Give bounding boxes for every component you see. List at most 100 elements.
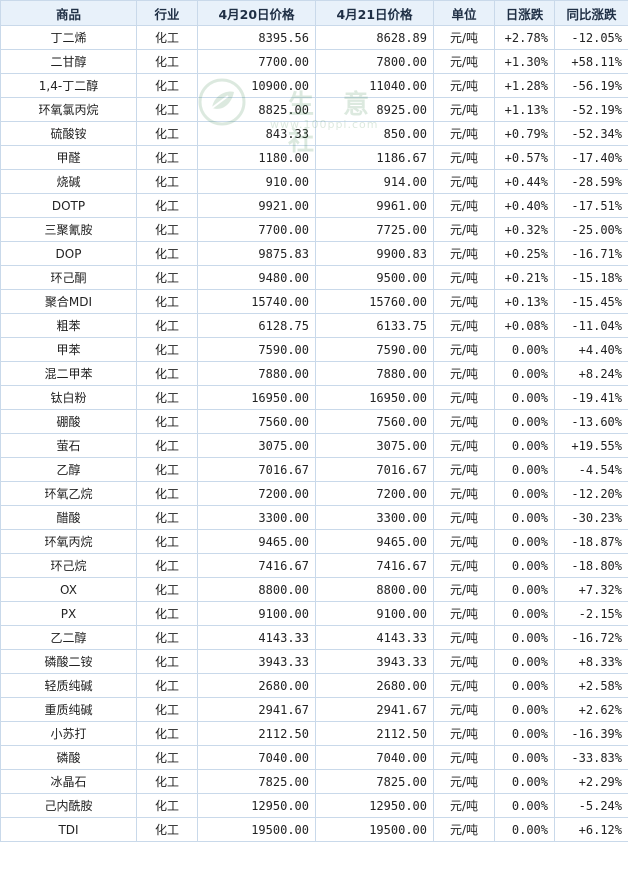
price-table-container: 商品 行业 4月20日价格 4月21日价格 单位 日涨跌 同比涨跌 丁二烯 化工 8… (0, 0, 628, 842)
commodity-name[interactable]: 二甘醇 (0, 49, 137, 74)
header-yoy-change: 同比涨跌 (554, 0, 628, 26)
commodity-name[interactable]: 己内酰胺 (0, 793, 137, 818)
unit-cell: 元/吨 (433, 265, 495, 290)
yoy-change-cell: -16.71% (554, 241, 628, 266)
table-row: 三聚氰胺 化工 7700.00 7725.00 元/吨 +0.32% -25.00% (0, 217, 628, 242)
commodity-name[interactable]: 硼酸 (0, 409, 137, 434)
price-apr20-cell: 7200.00 (197, 481, 316, 506)
yoy-change-cell: -18.87% (554, 529, 628, 554)
price-apr20-cell: 16950.00 (197, 385, 316, 410)
commodity-name[interactable]: 重质纯碱 (0, 697, 137, 722)
price-apr21-cell: 7416.67 (315, 553, 434, 578)
unit-cell: 元/吨 (433, 385, 495, 410)
header-daily-change: 日涨跌 (494, 0, 555, 26)
daily-change-cell: 0.00% (494, 817, 555, 842)
industry-cell: 化工 (136, 793, 198, 818)
commodity-name[interactable]: 环己酮 (0, 265, 137, 290)
yoy-change-cell: -2.15% (554, 601, 628, 626)
commodity-name[interactable]: 醋酸 (0, 505, 137, 530)
commodity-name[interactable]: DOTP (0, 193, 137, 218)
yoy-change-cell: -25.00% (554, 217, 628, 242)
industry-cell: 化工 (136, 241, 198, 266)
price-apr21-cell: 2112.50 (315, 721, 434, 746)
yoy-change-cell: +7.32% (554, 577, 628, 602)
price-apr21-cell: 7200.00 (315, 481, 434, 506)
commodity-name[interactable]: 钛白粉 (0, 385, 137, 410)
commodity-name[interactable]: 环己烷 (0, 553, 137, 578)
unit-cell: 元/吨 (433, 457, 495, 482)
yoy-change-cell: -17.51% (554, 193, 628, 218)
commodity-name[interactable]: 1,4-丁二醇 (0, 73, 137, 98)
unit-cell: 元/吨 (433, 145, 495, 170)
price-apr20-cell: 19500.00 (197, 817, 316, 842)
daily-change-cell: +1.30% (494, 49, 555, 74)
price-apr20-cell: 9465.00 (197, 529, 316, 554)
commodity-name[interactable]: 聚合MDI (0, 289, 137, 314)
table-header-row: 商品 行业 4月20日价格 4月21日价格 单位 日涨跌 同比涨跌 (0, 0, 628, 26)
price-apr21-cell: 2680.00 (315, 673, 434, 698)
commodity-name[interactable]: 甲醛 (0, 145, 137, 170)
commodity-name[interactable]: 硫酸铵 (0, 121, 137, 146)
industry-cell: 化工 (136, 721, 198, 746)
commodity-name[interactable]: 环氧氯丙烷 (0, 97, 137, 122)
price-apr21-cell: 15760.00 (315, 289, 434, 314)
commodity-name[interactable]: 粗苯 (0, 313, 137, 338)
table-row: DOTP 化工 9921.00 9961.00 元/吨 +0.40% -17.51% (0, 193, 628, 218)
commodity-name[interactable]: DOP (0, 241, 137, 266)
price-apr20-cell: 9921.00 (197, 193, 316, 218)
commodity-name[interactable]: 环氧乙烷 (0, 481, 137, 506)
price-apr20-cell: 8395.56 (197, 25, 316, 50)
yoy-change-cell: -11.04% (554, 313, 628, 338)
commodity-name[interactable]: 萤石 (0, 433, 137, 458)
unit-cell: 元/吨 (433, 361, 495, 386)
daily-change-cell: 0.00% (494, 577, 555, 602)
commodity-name[interactable]: TDI (0, 817, 137, 842)
commodity-name[interactable]: 乙醇 (0, 457, 137, 482)
price-apr21-cell: 7825.00 (315, 769, 434, 794)
unit-cell: 元/吨 (433, 25, 495, 50)
price-apr21-cell: 1186.67 (315, 145, 434, 170)
commodity-name[interactable]: 环氧丙烷 (0, 529, 137, 554)
unit-cell: 元/吨 (433, 73, 495, 98)
industry-cell: 化工 (136, 265, 198, 290)
daily-change-cell: +0.57% (494, 145, 555, 170)
commodity-name[interactable]: 轻质纯碱 (0, 673, 137, 698)
commodity-name[interactable]: 磷酸二铵 (0, 649, 137, 674)
table-row: 烧碱 化工 910.00 914.00 元/吨 +0.44% -28.59% (0, 169, 628, 194)
industry-cell: 化工 (136, 385, 198, 410)
commodity-name[interactable]: 乙二醇 (0, 625, 137, 650)
commodity-name[interactable]: 混二甲苯 (0, 361, 137, 386)
commodity-name[interactable]: PX (0, 601, 137, 626)
price-apr20-cell: 7416.67 (197, 553, 316, 578)
price-apr20-cell: 3943.33 (197, 649, 316, 674)
price-apr20-cell: 910.00 (197, 169, 316, 194)
price-apr21-cell: 9500.00 (315, 265, 434, 290)
price-apr20-cell: 4143.33 (197, 625, 316, 650)
unit-cell: 元/吨 (433, 433, 495, 458)
commodity-name[interactable]: 三聚氰胺 (0, 217, 137, 242)
commodity-name[interactable]: 冰晶石 (0, 769, 137, 794)
table-row: 粗苯 化工 6128.75 6133.75 元/吨 +0.08% -11.04% (0, 313, 628, 338)
price-apr20-cell: 2112.50 (197, 721, 316, 746)
commodity-name[interactable]: 甲苯 (0, 337, 137, 362)
price-apr21-cell: 2941.67 (315, 697, 434, 722)
industry-cell: 化工 (136, 409, 198, 434)
commodity-name[interactable]: OX (0, 577, 137, 602)
table-body: 丁二烯 化工 8395.56 8628.89 元/吨 +2.78% -12.05% 二甘醇 化工… (0, 25, 628, 842)
commodity-name[interactable]: 磷酸 (0, 745, 137, 770)
daily-change-cell: +0.40% (494, 193, 555, 218)
unit-cell: 元/吨 (433, 121, 495, 146)
commodity-name[interactable]: 小苏打 (0, 721, 137, 746)
industry-cell: 化工 (136, 121, 198, 146)
price-apr20-cell: 15740.00 (197, 289, 316, 314)
industry-cell: 化工 (136, 457, 198, 482)
header-commodity: 商品 (0, 0, 137, 26)
industry-cell: 化工 (136, 25, 198, 50)
yoy-change-cell: -16.39% (554, 721, 628, 746)
commodity-name[interactable]: 烧碱 (0, 169, 137, 194)
price-apr21-cell: 7560.00 (315, 409, 434, 434)
commodity-name[interactable]: 丁二烯 (0, 25, 137, 50)
table-row: 甲醛 化工 1180.00 1186.67 元/吨 +0.57% -17.40% (0, 145, 628, 170)
industry-cell: 化工 (136, 529, 198, 554)
daily-change-cell: +0.13% (494, 289, 555, 314)
